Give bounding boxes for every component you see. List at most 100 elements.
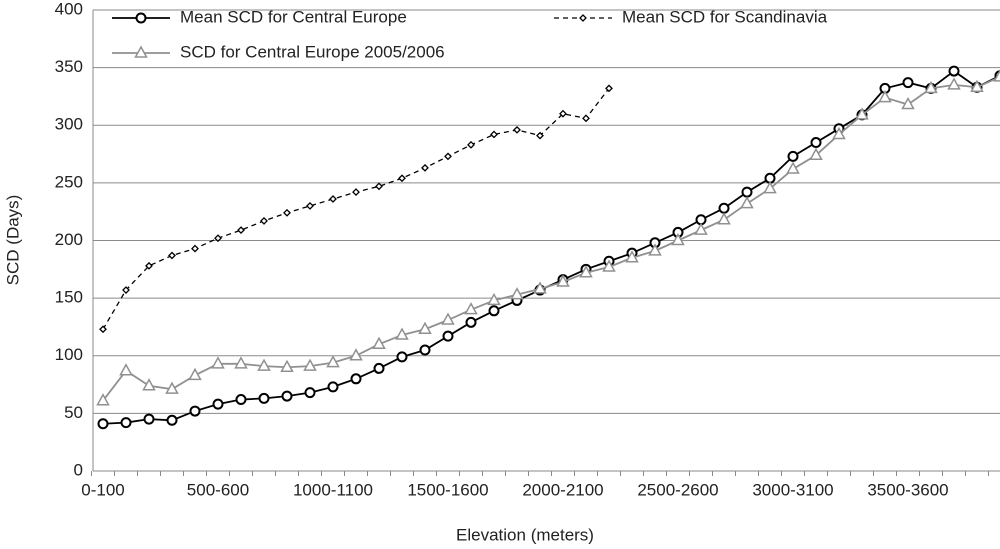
point: [165, 381, 179, 394]
point: [694, 222, 708, 235]
point: [536, 131, 544, 140]
point: [214, 234, 222, 243]
point: [119, 363, 133, 376]
point: [372, 336, 386, 349]
point: [787, 150, 799, 162]
point: [832, 126, 846, 140]
point: [281, 390, 293, 402]
point: [191, 244, 199, 253]
x-tick-label: 1000-1100: [293, 480, 373, 499]
point: [970, 79, 984, 92]
y-tick-label: 150: [55, 288, 83, 307]
point: [237, 226, 245, 235]
point: [556, 274, 570, 287]
point: [260, 216, 268, 225]
point: [487, 292, 501, 306]
point: [349, 348, 363, 361]
point: [605, 84, 613, 93]
point: [398, 174, 406, 183]
point: [304, 387, 316, 399]
point: [303, 358, 317, 371]
point: [211, 356, 225, 369]
point: [559, 109, 567, 118]
point: [306, 202, 314, 210]
point: [490, 130, 498, 139]
point: [648, 243, 662, 256]
point: [510, 287, 524, 300]
y-tick-label: 50: [64, 403, 83, 422]
point: [924, 80, 938, 94]
x-tick-label: 3000-3100: [752, 480, 833, 499]
point: [419, 344, 431, 356]
series-line: [102, 69, 1000, 425]
point: [143, 413, 155, 425]
point: [283, 208, 291, 217]
point: [97, 418, 109, 430]
legend-marker: [135, 12, 147, 24]
point: [809, 147, 823, 160]
legend-label: Mean SCD for Central Europe: [180, 7, 407, 26]
x-tick-label: 1500-1600: [407, 480, 488, 499]
point: [488, 305, 500, 317]
point: [280, 359, 294, 373]
point: [99, 325, 107, 334]
point: [902, 77, 914, 89]
point: [465, 316, 477, 328]
point: [188, 367, 202, 381]
point: [212, 398, 224, 410]
point: [948, 65, 960, 77]
point: [145, 261, 153, 270]
point: [533, 281, 547, 294]
point: [444, 152, 452, 161]
point: [602, 259, 616, 272]
point: [582, 114, 590, 123]
point: [350, 373, 362, 385]
point: [740, 196, 754, 209]
point: [513, 125, 521, 134]
point: [810, 137, 822, 149]
point: [901, 96, 915, 110]
point: [373, 362, 385, 374]
point: [467, 140, 475, 149]
point: [166, 414, 178, 426]
legend-marker: [134, 45, 148, 58]
legend-marker: [579, 14, 587, 22]
point: [395, 327, 409, 340]
y-tick-label: 200: [55, 230, 83, 249]
point: [579, 265, 593, 278]
legend-label: SCD for Central Europe 2005/2006: [180, 42, 445, 61]
point: [327, 381, 339, 393]
point: [421, 163, 429, 172]
x-tick-label: 0-100: [81, 480, 124, 499]
point: [671, 232, 685, 246]
y-tick-label: 400: [55, 0, 83, 18]
y-tick-label: 100: [55, 345, 83, 364]
point: [947, 77, 961, 90]
y-tick-label: 250: [55, 172, 83, 191]
point: [375, 182, 383, 191]
point: [142, 378, 156, 391]
legend-label: Mean SCD for Scandinavia: [622, 7, 828, 26]
point: [786, 161, 800, 174]
series-line: [102, 76, 1000, 402]
point: [718, 202, 730, 214]
x-tick-label: 500-600: [187, 480, 249, 499]
y-axis-label: SCD (Days): [3, 195, 22, 286]
y-tick-label: 0: [74, 460, 83, 479]
point: [717, 212, 731, 225]
point: [418, 321, 432, 334]
point: [763, 181, 777, 194]
point: [878, 90, 892, 103]
point: [329, 195, 337, 203]
point: [258, 392, 270, 404]
point: [168, 251, 176, 260]
point: [625, 250, 639, 263]
point: [189, 405, 201, 417]
point: [122, 286, 130, 294]
point: [855, 107, 869, 120]
point: [352, 188, 360, 197]
point: [441, 312, 455, 325]
point: [257, 358, 271, 371]
point: [741, 186, 753, 198]
